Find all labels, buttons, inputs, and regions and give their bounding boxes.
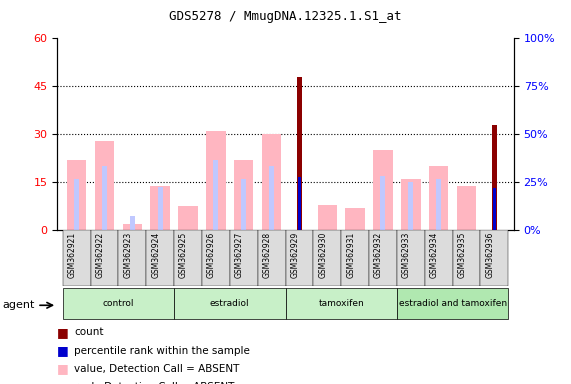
Text: GSM362936: GSM362936 [485, 232, 494, 278]
Text: rank, Detection Call = ABSENT: rank, Detection Call = ABSENT [74, 382, 235, 384]
Bar [241, 179, 246, 230]
FancyBboxPatch shape [174, 288, 286, 319]
Text: ■: ■ [57, 362, 69, 376]
Text: GSM362933: GSM362933 [402, 232, 411, 278]
Bar [373, 151, 393, 230]
Text: GSM362924: GSM362924 [151, 232, 160, 278]
FancyBboxPatch shape [313, 230, 341, 286]
FancyBboxPatch shape [369, 230, 397, 286]
Bar [158, 187, 163, 230]
Text: ■: ■ [57, 344, 69, 357]
Bar [380, 176, 385, 230]
Bar [408, 182, 413, 230]
FancyBboxPatch shape [174, 230, 202, 286]
Text: control: control [103, 299, 134, 308]
Bar [436, 179, 441, 230]
Text: GSM362922: GSM362922 [95, 232, 104, 278]
FancyBboxPatch shape [453, 230, 480, 286]
FancyBboxPatch shape [230, 230, 258, 286]
Bar [262, 134, 282, 230]
FancyBboxPatch shape [425, 230, 453, 286]
FancyBboxPatch shape [146, 230, 174, 286]
Bar [297, 177, 301, 230]
Bar [67, 160, 86, 230]
Text: GSM362934: GSM362934 [430, 232, 439, 278]
Text: GDS5278 / MmugDNA.12325.1.S1_at: GDS5278 / MmugDNA.12325.1.S1_at [169, 10, 402, 23]
FancyBboxPatch shape [63, 288, 174, 319]
Text: GSM362921: GSM362921 [67, 232, 77, 278]
FancyBboxPatch shape [91, 230, 118, 286]
Bar [150, 185, 170, 230]
FancyBboxPatch shape [118, 230, 146, 286]
FancyBboxPatch shape [397, 230, 425, 286]
Bar [269, 166, 274, 230]
Text: GSM362929: GSM362929 [291, 232, 299, 278]
FancyBboxPatch shape [202, 230, 230, 286]
Bar [493, 188, 496, 230]
FancyBboxPatch shape [341, 230, 369, 286]
Text: GSM362928: GSM362928 [263, 232, 272, 278]
FancyBboxPatch shape [286, 230, 313, 286]
Text: GSM362930: GSM362930 [318, 232, 327, 278]
Text: GSM362931: GSM362931 [346, 232, 355, 278]
Bar [401, 179, 421, 230]
FancyBboxPatch shape [286, 288, 397, 319]
Bar [492, 125, 497, 230]
Bar [214, 160, 218, 230]
FancyBboxPatch shape [397, 288, 508, 319]
Bar [492, 160, 497, 230]
Text: estradiol and tamoxifen: estradiol and tamoxifen [399, 299, 506, 308]
FancyBboxPatch shape [63, 230, 91, 286]
Text: ■: ■ [57, 381, 69, 384]
FancyBboxPatch shape [258, 230, 286, 286]
Text: GSM362932: GSM362932 [374, 232, 383, 278]
Text: GSM362926: GSM362926 [207, 232, 216, 278]
Bar [130, 216, 135, 230]
Text: GSM362923: GSM362923 [123, 232, 132, 278]
Bar [74, 179, 79, 230]
Bar [429, 166, 448, 230]
Bar [317, 205, 337, 230]
Bar [345, 208, 365, 230]
Text: percentile rank within the sample: percentile rank within the sample [74, 346, 250, 356]
Text: agent: agent [3, 300, 35, 310]
Bar [102, 166, 107, 230]
Text: tamoxifen: tamoxifen [318, 299, 364, 308]
Text: GSM362925: GSM362925 [179, 232, 188, 278]
Text: ■: ■ [57, 326, 69, 339]
FancyBboxPatch shape [480, 230, 508, 286]
Text: count: count [74, 327, 104, 337]
Bar [457, 185, 476, 230]
Text: GSM362927: GSM362927 [235, 232, 244, 278]
Text: value, Detection Call = ABSENT: value, Detection Call = ABSENT [74, 364, 240, 374]
Text: estradiol: estradiol [210, 299, 250, 308]
Text: GSM362935: GSM362935 [457, 232, 467, 278]
Bar [123, 224, 142, 230]
Bar [178, 207, 198, 230]
Bar [95, 141, 114, 230]
Bar [206, 131, 226, 230]
Bar [297, 77, 302, 230]
Bar [234, 160, 254, 230]
